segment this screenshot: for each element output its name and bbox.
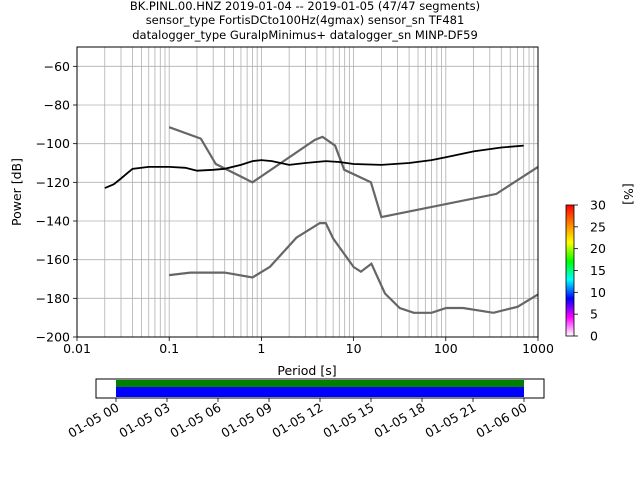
y-tick-label: −60: [44, 59, 70, 74]
x-tick-label: 0.01: [63, 341, 91, 356]
x-tick-label: 0.1: [159, 341, 179, 356]
coverage-tick-label: 01-05 21: [422, 400, 478, 441]
coverage-tick-label: 01-05 06: [167, 400, 223, 441]
coverage-tick-label: 01-05 03: [116, 400, 172, 441]
y-tick-label: −180: [36, 291, 70, 306]
nlnm-curve: [169, 222, 538, 314]
x-tick-label: 1: [257, 341, 265, 356]
coverage-tick-label: 01-05 15: [320, 400, 376, 441]
colorbar-tick-label: 0: [590, 329, 598, 344]
y-axis-label: Power [dB]: [9, 158, 24, 226]
x-axis-label: Period [s]: [277, 363, 336, 378]
noise-models: [168, 126, 538, 314]
title-line-1: BK.PINL.00.HNZ 2019-01-04 -- 2019-01-05 …: [130, 0, 480, 13]
title-line-3: datalogger_type GuralpMinimus+ datalogge…: [132, 28, 478, 42]
chart-title: BK.PINL.00.HNZ 2019-01-04 -- 2019-01-05 …: [130, 0, 480, 42]
coverage-tick-label: 01-06 00: [473, 400, 529, 441]
colorbar-ticks: 0 5 10 15 20 25 30: [574, 198, 606, 344]
plot-area: [77, 47, 538, 337]
colorbar-tick-label: 5: [590, 307, 598, 322]
coverage-tick-label: 01-05 12: [269, 400, 325, 441]
plot-grid: [76, 47, 538, 338]
colorbar-tick-label: 20: [590, 241, 606, 256]
nhnm-curve: [168, 126, 538, 219]
y-tick-label: −100: [36, 136, 70, 151]
coverage-tick-label: 01-05 18: [371, 400, 427, 441]
colorbar-tick-label: 15: [590, 263, 606, 278]
y-tick-label: −140: [36, 214, 70, 229]
title-line-2: sensor_type FortisDCto100Hz(4gmax) senso…: [146, 13, 465, 27]
coverage-tick-label: 01-05 00: [65, 400, 121, 441]
coverage-bar-data: [116, 387, 524, 397]
colorbar: 0 5 10 15 20 25 30 [%]: [565, 183, 636, 344]
x-tick-label: 1000: [522, 341, 554, 356]
y-tick-label: −200: [36, 330, 70, 345]
plot-frame: [76, 46, 539, 338]
y-tick-label: −160: [36, 252, 70, 267]
y-tick-label: −120: [36, 175, 70, 190]
colorbar-label: [%]: [621, 183, 636, 205]
colorbar-tick-label: 25: [590, 219, 606, 234]
y-axis-ticks: −60 −80 −100 −120 −140 −160 −180 −200: [36, 59, 77, 345]
colorbar-gradient: [565, 204, 575, 337]
x-axis-ticks: 0.01 0.1 1 10 100 1000: [63, 337, 554, 356]
coverage-bar-used: [116, 380, 524, 387]
colorbar-tick-label: 30: [590, 198, 606, 213]
mode-line: [104, 144, 524, 189]
colorbar-tick-label: 10: [590, 285, 606, 300]
x-tick-label: 10: [346, 341, 362, 356]
y-tick-label: −80: [44, 98, 70, 113]
mode-curve: [104, 144, 524, 189]
x-tick-label: 100: [434, 341, 458, 356]
coverage-tick-label: 01-05 09: [218, 400, 274, 441]
